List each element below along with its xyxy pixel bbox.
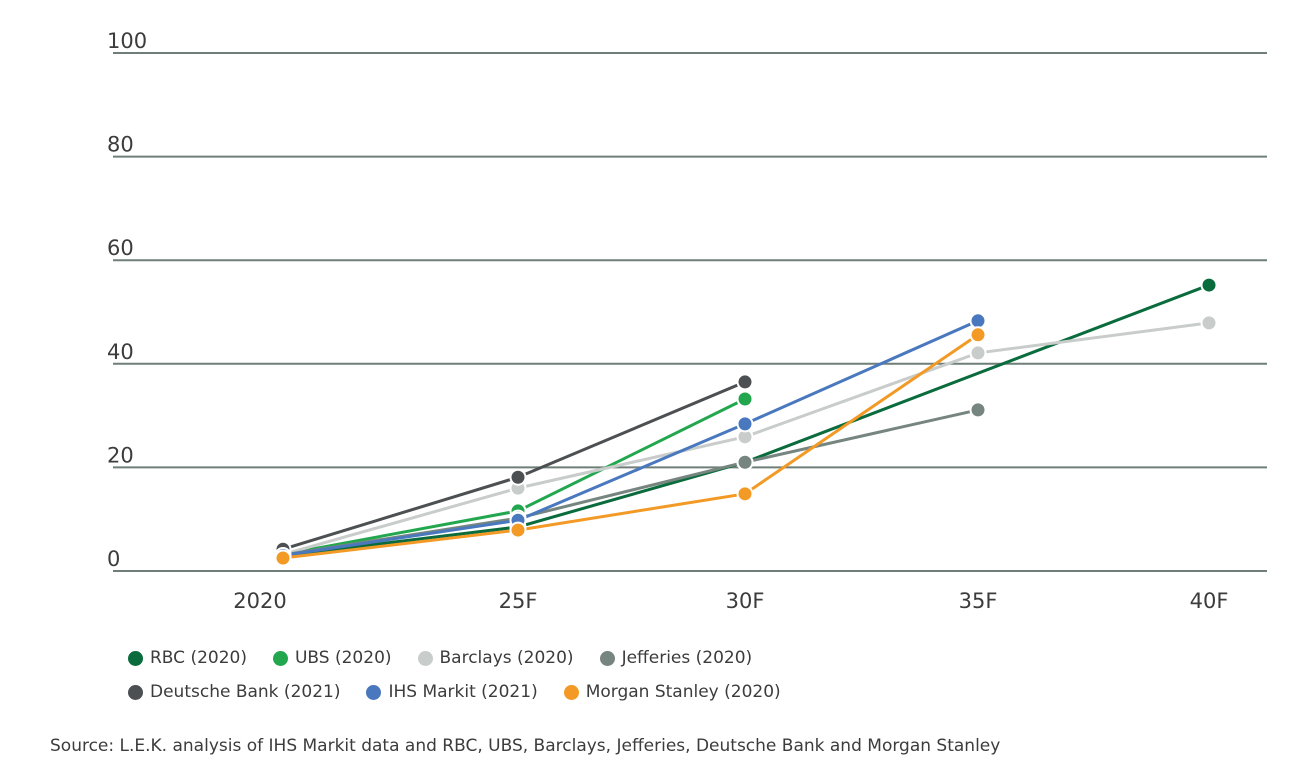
source-note: Source: L.E.K. analysis of IHS Markit da… bbox=[50, 736, 1001, 756]
data-point bbox=[736, 485, 754, 503]
legend-marker-icon bbox=[272, 650, 288, 666]
legend-marker-icon bbox=[563, 684, 579, 700]
legend-item: Morgan Stanley (2020) bbox=[563, 682, 781, 702]
data-point bbox=[509, 468, 527, 486]
data-point bbox=[969, 344, 987, 362]
legend-marker-icon bbox=[128, 650, 143, 666]
series-line-3 bbox=[282, 408, 979, 557]
data-point bbox=[969, 312, 987, 330]
data-point bbox=[736, 415, 754, 433]
data-point bbox=[969, 326, 987, 344]
y-tick-label: 100 bbox=[107, 29, 147, 53]
data-point bbox=[736, 453, 754, 471]
data-point bbox=[969, 401, 987, 419]
x-tick-label: 2020 bbox=[233, 589, 286, 613]
legend-label: Deutsche Bank (2021) bbox=[150, 682, 341, 702]
y-tick-label: 20 bbox=[107, 443, 134, 467]
y-tick-label: 40 bbox=[107, 340, 134, 364]
data-point bbox=[1200, 314, 1218, 332]
data-point bbox=[736, 373, 754, 391]
x-tick-label: 35F bbox=[959, 589, 998, 613]
legend-row-2: Deutsche Bank (2021) IHS Markit (2021) Mor… bbox=[128, 682, 807, 702]
legend-label: UBS (2020) bbox=[294, 648, 392, 668]
legend-label: Barclays (2020) bbox=[439, 648, 574, 668]
legend-item: RBC (2020) bbox=[128, 648, 247, 668]
y-tick-label: 60 bbox=[107, 236, 134, 260]
legend-item: Deutsche Bank (2021) bbox=[128, 682, 340, 702]
legend-item: IHS Markit (2021) bbox=[366, 682, 538, 702]
data-point bbox=[1200, 276, 1218, 294]
series-line-6 bbox=[282, 333, 979, 560]
x-tick-label: 25F bbox=[499, 589, 538, 613]
x-tick-label: 30F bbox=[726, 589, 765, 613]
y-tick-label: 80 bbox=[107, 133, 134, 157]
legend-item: UBS (2020) bbox=[272, 648, 392, 668]
legend-item: Jefferies (2020) bbox=[599, 648, 753, 668]
legend-label: IHS Markit (2021) bbox=[388, 682, 538, 702]
legend-label: Morgan Stanley (2020) bbox=[585, 682, 781, 702]
series-line-5 bbox=[282, 319, 979, 557]
data-point bbox=[736, 390, 754, 408]
legend-marker-icon bbox=[128, 684, 143, 700]
legend-row-1: RBC (2020) UBS (2020) Barclays (2020) Jeffe… bbox=[128, 648, 778, 668]
legend-marker-icon bbox=[417, 650, 433, 666]
legend-marker-icon bbox=[599, 650, 615, 666]
legend-item: Barclays (2020) bbox=[417, 648, 574, 668]
series-line-0 bbox=[282, 283, 1210, 557]
legend-marker-icon bbox=[366, 684, 382, 700]
legend-label: RBC (2020) bbox=[150, 648, 247, 668]
y-tick-label: 0 bbox=[107, 547, 120, 571]
line-chart: 0 20 40 60 80 100 2020 25F 30F 35F 40F bbox=[107, 29, 1267, 613]
data-point bbox=[274, 549, 292, 567]
legend-label: Jefferies (2020) bbox=[621, 648, 753, 668]
x-tick-label: 40F bbox=[1190, 589, 1229, 613]
data-point bbox=[509, 521, 527, 539]
